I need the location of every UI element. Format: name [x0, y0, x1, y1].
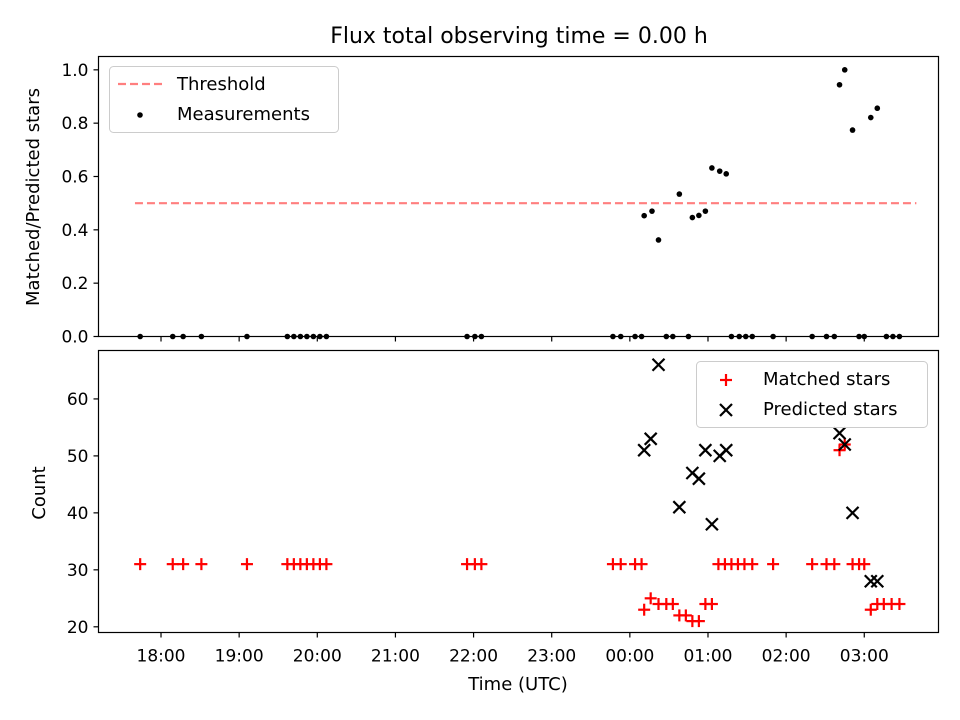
measurement-point [649, 208, 655, 214]
y-tick-label: 0.2 [61, 274, 88, 294]
predicted-stars-point [692, 471, 706, 486]
measurement-point [702, 208, 709, 214]
x-tick-label: 23:00 [527, 647, 576, 667]
x-tick-label: 01:00 [683, 647, 732, 667]
matched-stars-point [692, 615, 705, 628]
measurement-point [655, 237, 662, 243]
predicted-stars-point [845, 506, 860, 520]
matched-stars-point [644, 592, 657, 605]
measurement-point [641, 212, 647, 219]
predicted-stars-point [705, 517, 719, 532]
matched-stars-point [475, 558, 488, 571]
y-tick-label: 1.0 [61, 61, 88, 81]
matched-legend-swatch [720, 374, 732, 386]
threshold-legend-label: Threshold [176, 74, 266, 95]
x-tick-label: 22:00 [449, 647, 498, 667]
y-tick-label: 40 [67, 504, 89, 524]
y-tick-label: 30 [67, 561, 89, 581]
ratio-y-axis: 0.0 0.2 0.4 0.6 0.8 1.0 [61, 61, 99, 348]
measurement-point [841, 67, 848, 73]
measurement-point [849, 127, 856, 133]
x-tick-label: 03:00 [840, 647, 889, 667]
measurement-point [723, 171, 730, 177]
predicted-stars-point [672, 500, 687, 514]
matched-stars-point [638, 603, 651, 616]
measurement-point [676, 191, 683, 197]
ratio-y-axis-label: Matched/Predicted stars [23, 88, 44, 306]
predicted-stars-point [643, 432, 658, 446]
count-plot-frame [97, 349, 940, 634]
matched-stars-point [320, 558, 333, 571]
predicted-stars-point [719, 443, 733, 457]
measurement-point [836, 81, 843, 88]
ratio-plot-frame [97, 55, 940, 338]
count-legend-box [696, 361, 928, 428]
predicted-legend-label: Predicted stars [763, 399, 897, 420]
ratio-panel: Flux total observing time = 0.00 h 0.00.… [23, 24, 940, 348]
matched-stars-point [635, 558, 648, 571]
matched-stars-point [666, 598, 679, 611]
measurement-point [874, 105, 881, 112]
measurements-legend-label: Measurements [177, 104, 310, 125]
ratio-x-ticks [160, 336, 865, 342]
predicted-stars-point [870, 574, 885, 589]
y-tick-label: 60 [67, 390, 89, 410]
predicted-stars-point [698, 443, 713, 457]
x-tick-label: 19:00 [215, 647, 264, 667]
predicted-stars-point [837, 437, 852, 452]
measurement-point [689, 214, 696, 221]
x-axis-label: Time (UTC) [467, 674, 568, 695]
measurement-point [716, 168, 723, 174]
matched-stars-point [614, 558, 627, 571]
measurement-point [696, 212, 702, 219]
y-tick-label: 0.0 [61, 328, 88, 348]
predicted-stars-point [651, 357, 666, 372]
matched-stars-point [679, 609, 692, 622]
matched-stars-point [134, 558, 147, 571]
measurements-legend-swatch [137, 112, 143, 118]
y-tick-label: 0.6 [61, 168, 88, 188]
y-tick-label: 20 [67, 618, 89, 638]
ratio-legend: Threshold Measurements [109, 66, 339, 133]
matched-stars-point [240, 558, 253, 571]
matched-stars-point [166, 558, 179, 571]
y-tick-label: 0.8 [61, 114, 88, 134]
matched-stars-point [893, 598, 906, 611]
matched-legend-label: Matched stars [763, 369, 890, 390]
count-legend: Matched stars Predicted stars [696, 361, 928, 428]
x-tick-label: 02:00 [762, 647, 811, 667]
count-y-axis: 20 30 40 50 60 [67, 390, 99, 638]
matched-stars-point [828, 558, 841, 571]
ratio-chart-title: Flux total observing time = 0.00 h [330, 24, 708, 49]
count-panel: 20 30 40 50 60 18:00 19:00 20:00 21:00 22:00 23:0… [29, 349, 940, 695]
count-y-axis-label: Count [29, 466, 50, 519]
matched-stars-point [858, 558, 871, 571]
matched-stars-point [767, 558, 780, 571]
x-tick-label: 00:00 [605, 647, 654, 667]
x-tick-label: 18:00 [137, 647, 186, 667]
matched-stars-point [195, 558, 208, 571]
count-x-axis: 18:00 19:00 20:00 21:00 22:00 23:00 00:00 01:00… [137, 632, 889, 667]
matched-stars-point [864, 603, 877, 616]
matched-stars-point [177, 558, 190, 571]
y-tick-label: 0.4 [61, 221, 88, 241]
x-tick-label: 20:00 [293, 647, 342, 667]
matched-stars-point [806, 558, 819, 571]
matched-stars-point [705, 598, 718, 611]
x-tick-label: 21:00 [371, 647, 420, 667]
matched-stars-point [746, 558, 759, 571]
predicted-stars-point [832, 426, 847, 440]
ratio-legend-box [109, 66, 339, 133]
y-tick-label: 50 [67, 447, 89, 467]
count-plot-marks [134, 357, 906, 628]
predicted-stars-point [637, 443, 651, 457]
measurement-point [709, 165, 715, 171]
measurement-point [867, 114, 874, 121]
predicted-legend-swatch [719, 403, 733, 417]
